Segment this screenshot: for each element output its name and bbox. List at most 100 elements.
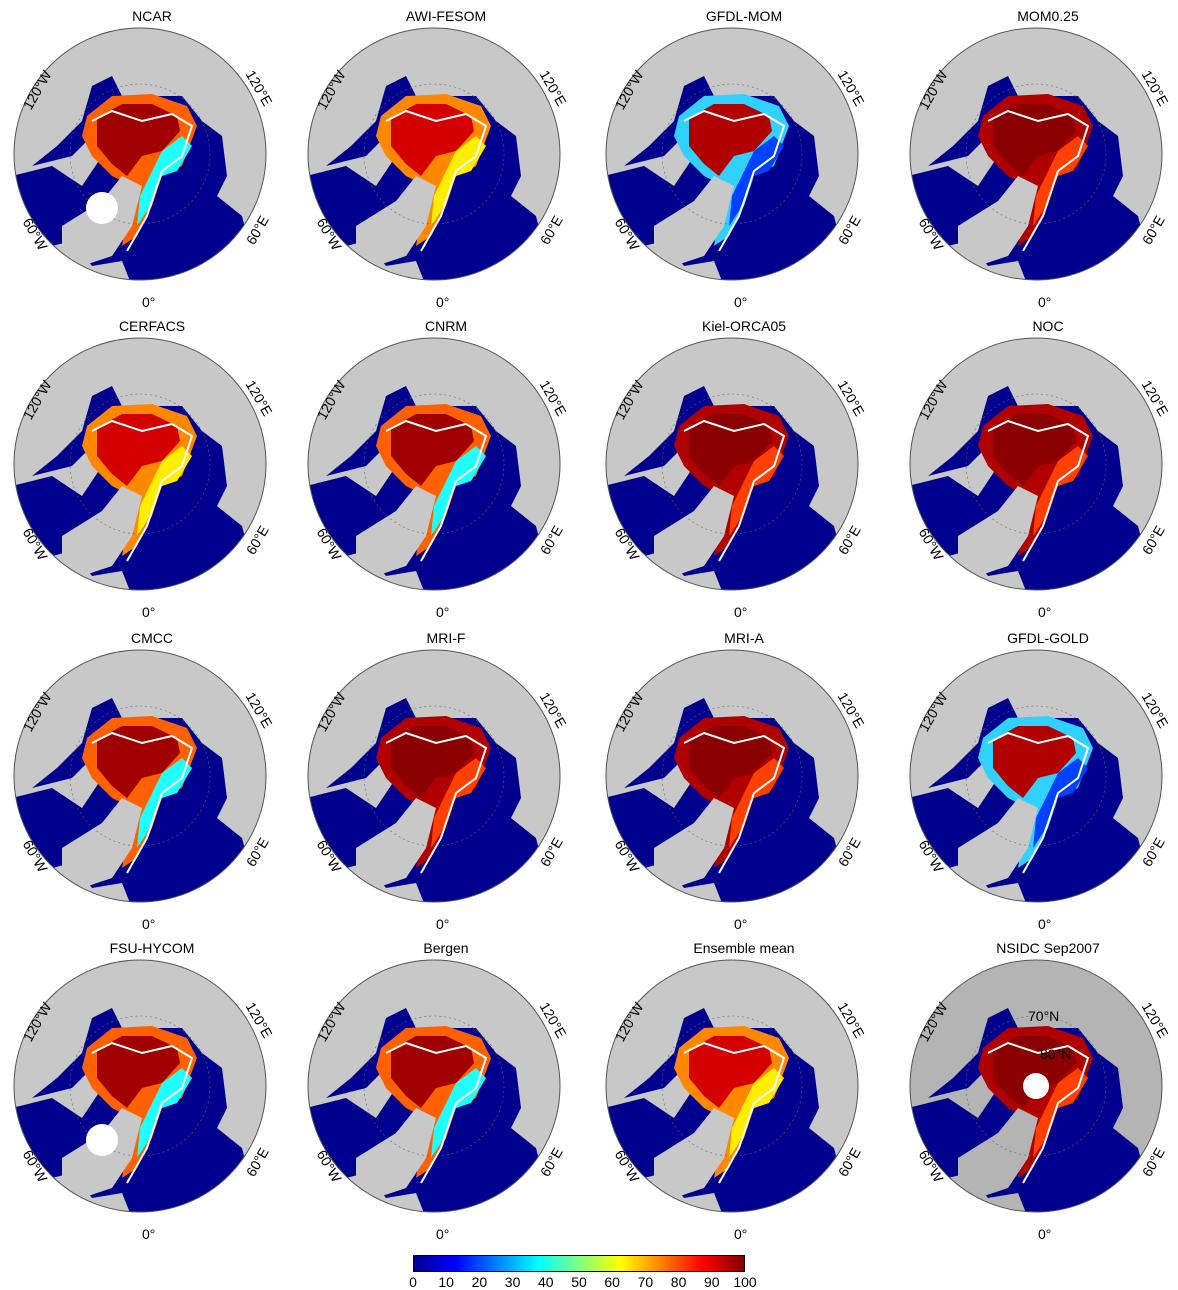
land	[62, 486, 142, 576]
sea-ice-core	[391, 726, 474, 798]
longitude-label: 0°	[142, 294, 156, 310]
panel-title: NSIDC Sep2007	[996, 940, 1100, 956]
polar-map	[605, 337, 859, 591]
longitude-label: 0°	[436, 294, 450, 310]
longitude-label: 0°	[142, 1226, 156, 1242]
latitude-label-70: 70°N	[1028, 1008, 1060, 1024]
sea-ice-core	[689, 1036, 772, 1108]
longitude-label: 0°	[1038, 1226, 1052, 1242]
map-panel: GFDL-MOM 120°W 120°E 60°W 60°E 0°	[604, 4, 904, 324]
ocean	[928, 698, 1018, 788]
sea-ice-core	[391, 1036, 474, 1108]
longitude-label: 0°	[142, 916, 156, 932]
map-panel: MRI-A 120°W 120°E 60°W 60°E 0°	[604, 626, 904, 946]
panel-title: Kiel-ORCA05	[701, 318, 787, 334]
sea-ice-core	[97, 414, 180, 486]
land	[356, 1108, 436, 1198]
ocean	[624, 1008, 714, 1098]
land	[356, 176, 436, 266]
land	[958, 798, 1038, 888]
longitude-label: 0°	[1038, 604, 1052, 620]
longitude-label: 0°	[1038, 294, 1052, 310]
map-panel: MOM0.25 120°W 120°E 60°W 60°E 0°	[908, 4, 1178, 324]
land	[958, 486, 1038, 576]
longitude-label: 0°	[734, 604, 748, 620]
land	[654, 176, 734, 266]
longitude-label: 0°	[734, 916, 748, 932]
longitude-label: 0°	[436, 1226, 450, 1242]
map-panel: Ensemble mean 120°W 120°E 60°W 60°E 0°	[604, 936, 904, 1256]
pole-hole	[1023, 1073, 1049, 1099]
colorbar-tick-label: 70	[637, 1274, 654, 1290]
longitude-label: 0°	[734, 294, 748, 310]
ocean	[32, 76, 122, 166]
colorbar	[413, 1255, 745, 1272]
ice-edge-contour	[91, 1041, 194, 1184]
sea-ice-core	[993, 1036, 1076, 1108]
ice-edge-contour	[91, 731, 194, 874]
colorbar-tick-label: 60	[604, 1274, 620, 1290]
polar-map	[307, 27, 561, 281]
panel-title: MOM0.25	[1017, 8, 1079, 24]
map-panel: NCAR 120°W 120°E 60°W 60°E 0°	[12, 4, 312, 324]
pole-hole	[86, 192, 118, 224]
polar-map	[307, 649, 561, 903]
colorbar-tick-label: 100	[733, 1274, 757, 1290]
land	[356, 486, 436, 576]
colorbar-tick-label: 80	[670, 1274, 687, 1290]
longitude-label: 0°	[142, 604, 156, 620]
land	[958, 1108, 1038, 1198]
polar-map	[605, 649, 859, 903]
ice-edge-contour	[91, 109, 194, 252]
ocean	[624, 386, 714, 476]
ocean	[326, 386, 416, 476]
land	[654, 798, 734, 888]
polar-map	[13, 649, 267, 903]
polar-map	[307, 959, 561, 1213]
longitude-label: 0°	[436, 604, 450, 620]
map-panel: CERFACS 120°W 120°E 60°W 60°E 0°	[12, 314, 312, 634]
longitude-label: 0°	[1038, 916, 1052, 932]
ice-edge-contour	[385, 109, 488, 252]
polar-map	[909, 959, 1163, 1213]
land	[356, 798, 436, 888]
ocean	[928, 386, 1018, 476]
ice-edge-contour	[683, 419, 786, 562]
ocean	[32, 1008, 122, 1098]
sea-ice-core	[689, 726, 772, 798]
map-panel: NSIDC Sep2007 120°W 120°E 60°W 60°E 0° 70°N 80°…	[908, 936, 1178, 1256]
sea-ice-core	[391, 104, 474, 176]
panel-title: NOC	[1032, 318, 1064, 334]
ocean	[624, 76, 714, 166]
colorbar-tick-label: 10	[438, 1274, 454, 1290]
ice-edge-contour	[683, 1041, 786, 1184]
map-panel: NOC 120°W 120°E 60°W 60°E 0°	[908, 314, 1178, 634]
polar-map	[909, 27, 1163, 281]
ocean	[326, 1008, 416, 1098]
land	[654, 1108, 734, 1198]
ice-edge-contour	[91, 419, 194, 562]
pole-hole	[86, 1124, 118, 1156]
panel-title: FSU-HYCOM	[109, 940, 195, 956]
sea-ice-core	[391, 414, 474, 486]
panel-title: Bergen	[423, 940, 469, 956]
polar-map	[909, 337, 1163, 591]
map-panel: GFDL-GOLD 120°W 120°E 60°W 60°E 0°	[908, 626, 1178, 946]
sea-ice-core	[993, 726, 1076, 798]
polar-map	[13, 337, 267, 591]
colorbar-tick-label: 30	[504, 1274, 521, 1290]
land	[62, 798, 142, 888]
sea-ice-core	[97, 726, 180, 798]
sea-ice-core	[993, 104, 1076, 176]
ocean	[32, 386, 122, 476]
panel-title: Ensemble mean	[693, 940, 795, 956]
map-panel: CNRM 120°W 120°E 60°W 60°E 0°	[306, 314, 606, 634]
panel-title: GFDL-GOLD	[1007, 630, 1089, 646]
colorbar-tick-label: 50	[571, 1274, 587, 1290]
polar-map	[13, 27, 267, 281]
map-panel: CMCC 120°W 120°E 60°W 60°E 0°	[12, 626, 312, 946]
panel-title: AWI-FESOM	[405, 8, 487, 24]
land	[958, 176, 1038, 266]
sea-ice-core	[689, 104, 772, 176]
sea-ice-core	[97, 104, 180, 176]
